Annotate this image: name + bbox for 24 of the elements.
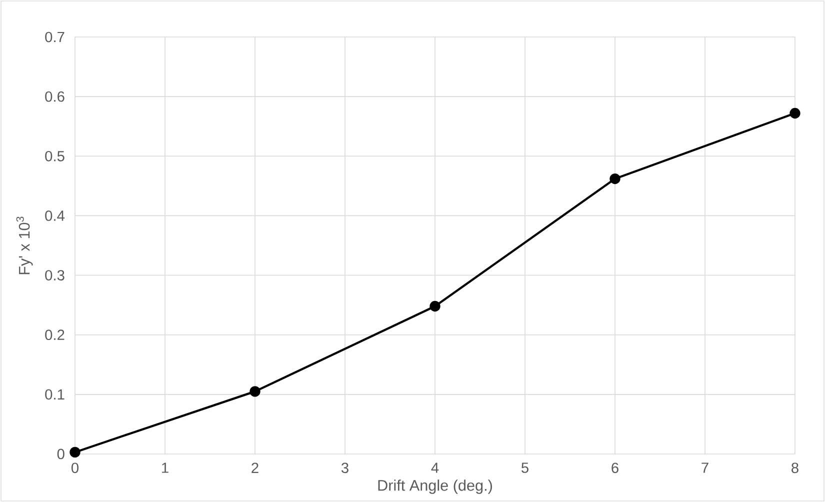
y-axis-title: Fy' x 10$^{3}$ [16,216,33,274]
x-tick-label: 6 [612,462,618,474]
x-axis-title: Drift Angle (deg.) [378,480,492,494]
point [430,300,440,312]
point [70,446,80,458]
y-tick-label: 0.7 [45,32,64,42]
x-tick-label: 8 [792,462,798,474]
x-tick-label: 2 [252,462,258,473]
x-tick-label: 7 [702,462,708,473]
point [610,173,620,184]
y-tick-label: 0.3 [45,270,64,280]
x-tick-label: 0 [71,462,78,474]
point [790,108,800,119]
x-tick-label: 1 [162,462,168,473]
x-tick-label: 3 [341,462,348,474]
y-tick-label: 0.1 [45,389,64,400]
y-tick-label: 0.4 [45,210,65,221]
y-tick-label: 0.5 [45,150,64,162]
x-tick-label: 4 [431,462,439,473]
y-tick-label: 0 [57,448,64,460]
point [250,386,260,397]
y-tick-label: 0.2 [45,330,64,340]
x-tick-label: 5 [522,462,528,473]
y-tick-label: 0.6 [45,91,64,102]
